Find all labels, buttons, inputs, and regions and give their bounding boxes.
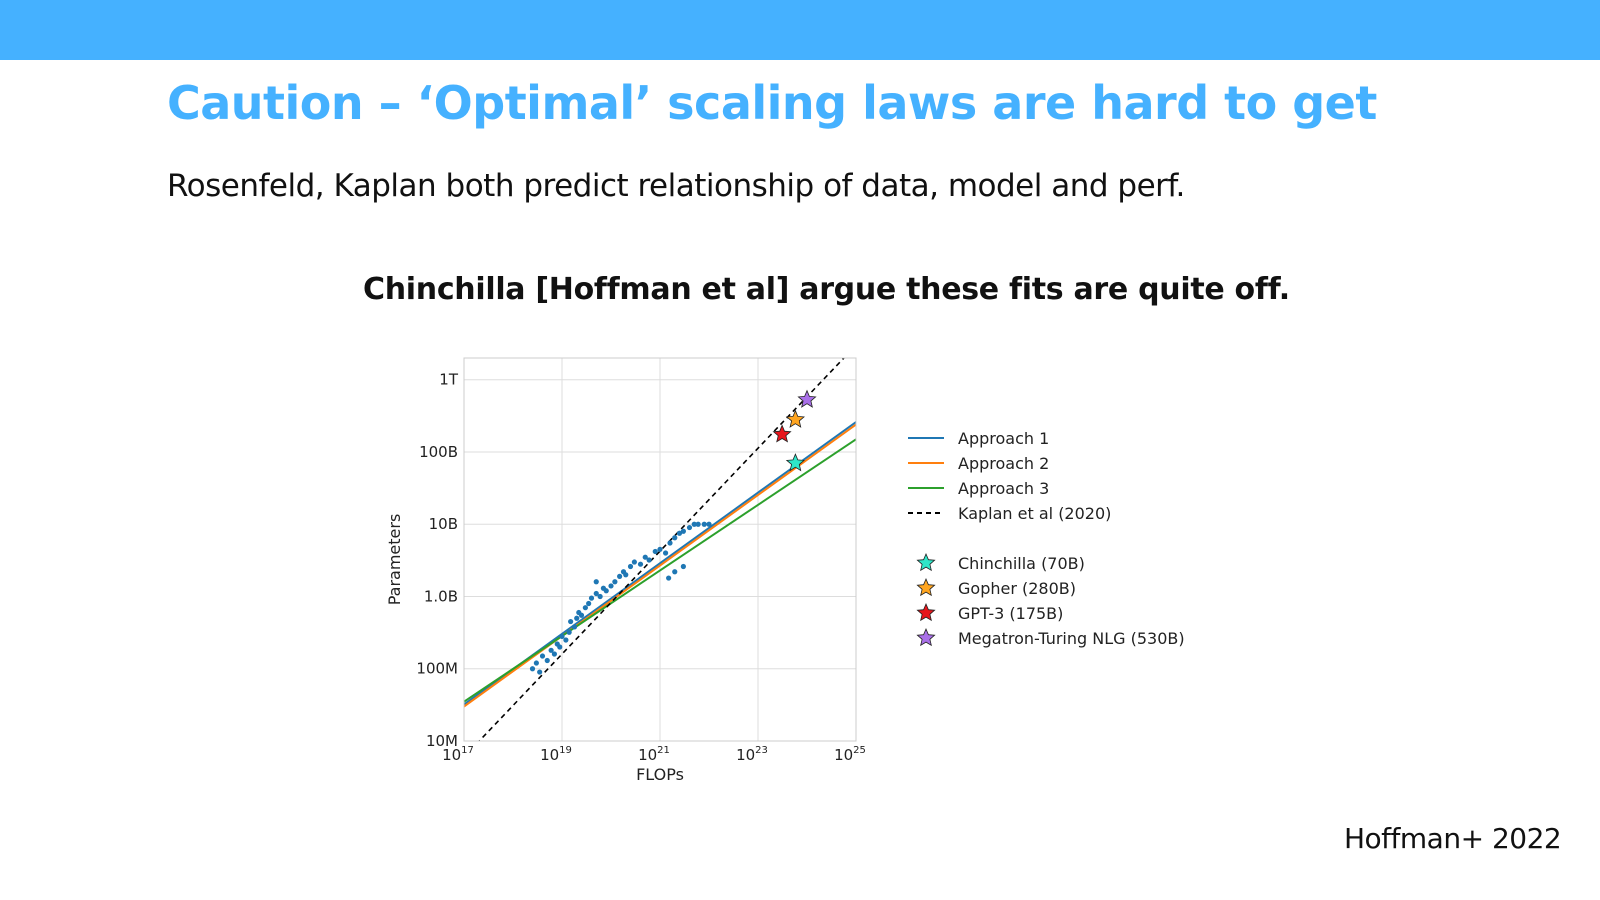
top-accent-bar	[0, 0, 1600, 60]
slide-claim: Chinchilla [Hoffman et al] argue these f…	[363, 272, 1290, 307]
scatter-point	[593, 579, 599, 585]
model-star	[797, 389, 817, 408]
model-star	[772, 424, 792, 443]
scatter-point	[657, 546, 663, 552]
scatter-point	[680, 563, 686, 570]
scatter-point	[593, 590, 599, 597]
y-tick-label: 10B	[429, 515, 458, 533]
legend-label: Chinchilla (70B)	[958, 554, 1085, 573]
legend-label: Approach 3	[958, 479, 1049, 498]
scatter-point	[539, 653, 546, 659]
legend-star-swatch	[916, 602, 936, 622]
scatter-point	[652, 548, 658, 555]
model-star	[785, 409, 805, 428]
scatter-point	[631, 559, 637, 565]
legend-label: Kaplan et al (2020)	[958, 504, 1111, 523]
chart-model-stars	[772, 389, 817, 472]
y-tick-label: 1T	[439, 371, 459, 389]
scatter-point	[642, 554, 648, 560]
y-tick-label: 1.0B	[424, 587, 458, 605]
scatter-point	[701, 521, 707, 527]
scatter-point	[637, 561, 644, 567]
scatter-point	[691, 521, 697, 527]
scatter-point	[646, 557, 652, 563]
scatter-point	[680, 528, 686, 534]
legend-label: Megatron-Turing NLG (530B)	[958, 629, 1185, 648]
scatter-point	[588, 595, 595, 601]
fit-line	[464, 438, 856, 703]
chart-scatter-points	[529, 521, 712, 675]
legend-label: Gopher (280B)	[958, 579, 1076, 598]
scatter-point	[557, 644, 563, 650]
scatter-point	[623, 572, 629, 578]
scatter-point	[695, 521, 701, 527]
plot-frame	[463, 357, 857, 742]
y-tick-label: 100M	[416, 660, 458, 678]
fit-line	[464, 423, 856, 708]
scatter-point	[574, 615, 580, 621]
y-axis-label: Parameters	[385, 514, 404, 606]
scatter-point	[666, 575, 672, 581]
legend-label: GPT-3 (175B)	[958, 604, 1063, 623]
scatter-point	[662, 550, 669, 556]
scatter-point	[676, 530, 683, 536]
legend-star-swatch	[916, 552, 936, 572]
scatter-point	[612, 579, 618, 585]
scatter-point	[672, 569, 678, 575]
scatter-point	[566, 629, 572, 635]
scatter-point	[578, 612, 585, 618]
fit-line	[478, 358, 845, 741]
y-tick-label: 10M	[426, 732, 458, 750]
scatter-point	[537, 669, 543, 675]
scatter-point	[627, 563, 634, 570]
citation: Hoffman+ 2022	[1344, 822, 1562, 855]
scatter-point	[548, 647, 554, 653]
scatter-point	[672, 535, 678, 541]
scatter-point	[563, 637, 569, 643]
scatter-point	[568, 618, 574, 625]
scatter-point	[551, 651, 558, 657]
scatter-point	[559, 633, 565, 640]
legend-star-swatch	[916, 577, 936, 597]
slide-subtitle: Rosenfeld, Kaplan both predict relations…	[167, 168, 1185, 204]
y-tick-label: 100B	[419, 443, 458, 461]
scatter-point	[544, 657, 550, 664]
x-tick-label: 1019	[540, 745, 572, 764]
scatter-point	[586, 600, 592, 607]
scatter-point	[533, 660, 539, 666]
x-tick-labels: 1017 1019 1021 1023 1025	[442, 745, 866, 764]
x-tick-label: 1023	[736, 745, 768, 764]
scatter-point	[667, 540, 673, 546]
legend-star-swatch	[916, 627, 936, 647]
x-tick-label: 1025	[834, 745, 866, 764]
slide-title: Caution – ‘Optimal’ scaling laws are har…	[167, 76, 1377, 130]
scatter-point	[686, 524, 693, 531]
legend-label: Approach 2	[958, 454, 1049, 473]
scatter-point	[617, 573, 623, 579]
scatter-point	[597, 593, 603, 600]
scatter-point	[582, 605, 588, 611]
scatter-point	[571, 624, 578, 630]
x-tick-label: 1021	[638, 745, 670, 764]
y-tick-labels: 10M 100M 1.0B 10B 100B 1T	[416, 371, 458, 750]
x-axis-label: FLOPs	[636, 765, 684, 784]
scatter-point	[529, 666, 536, 672]
scatter-point	[608, 583, 614, 589]
scaling-chart: 1017 1019 1021 1023 1025 10M100M1.0B10B100B1…	[385, 357, 1185, 784]
legend-label: Approach 1	[958, 429, 1049, 448]
chart-legend: Approach 1 Approach 2 Approach 3 Kaplan et …	[908, 429, 1185, 648]
scatter-point	[706, 521, 712, 527]
scatter-point	[603, 588, 609, 594]
model-star	[785, 453, 805, 472]
